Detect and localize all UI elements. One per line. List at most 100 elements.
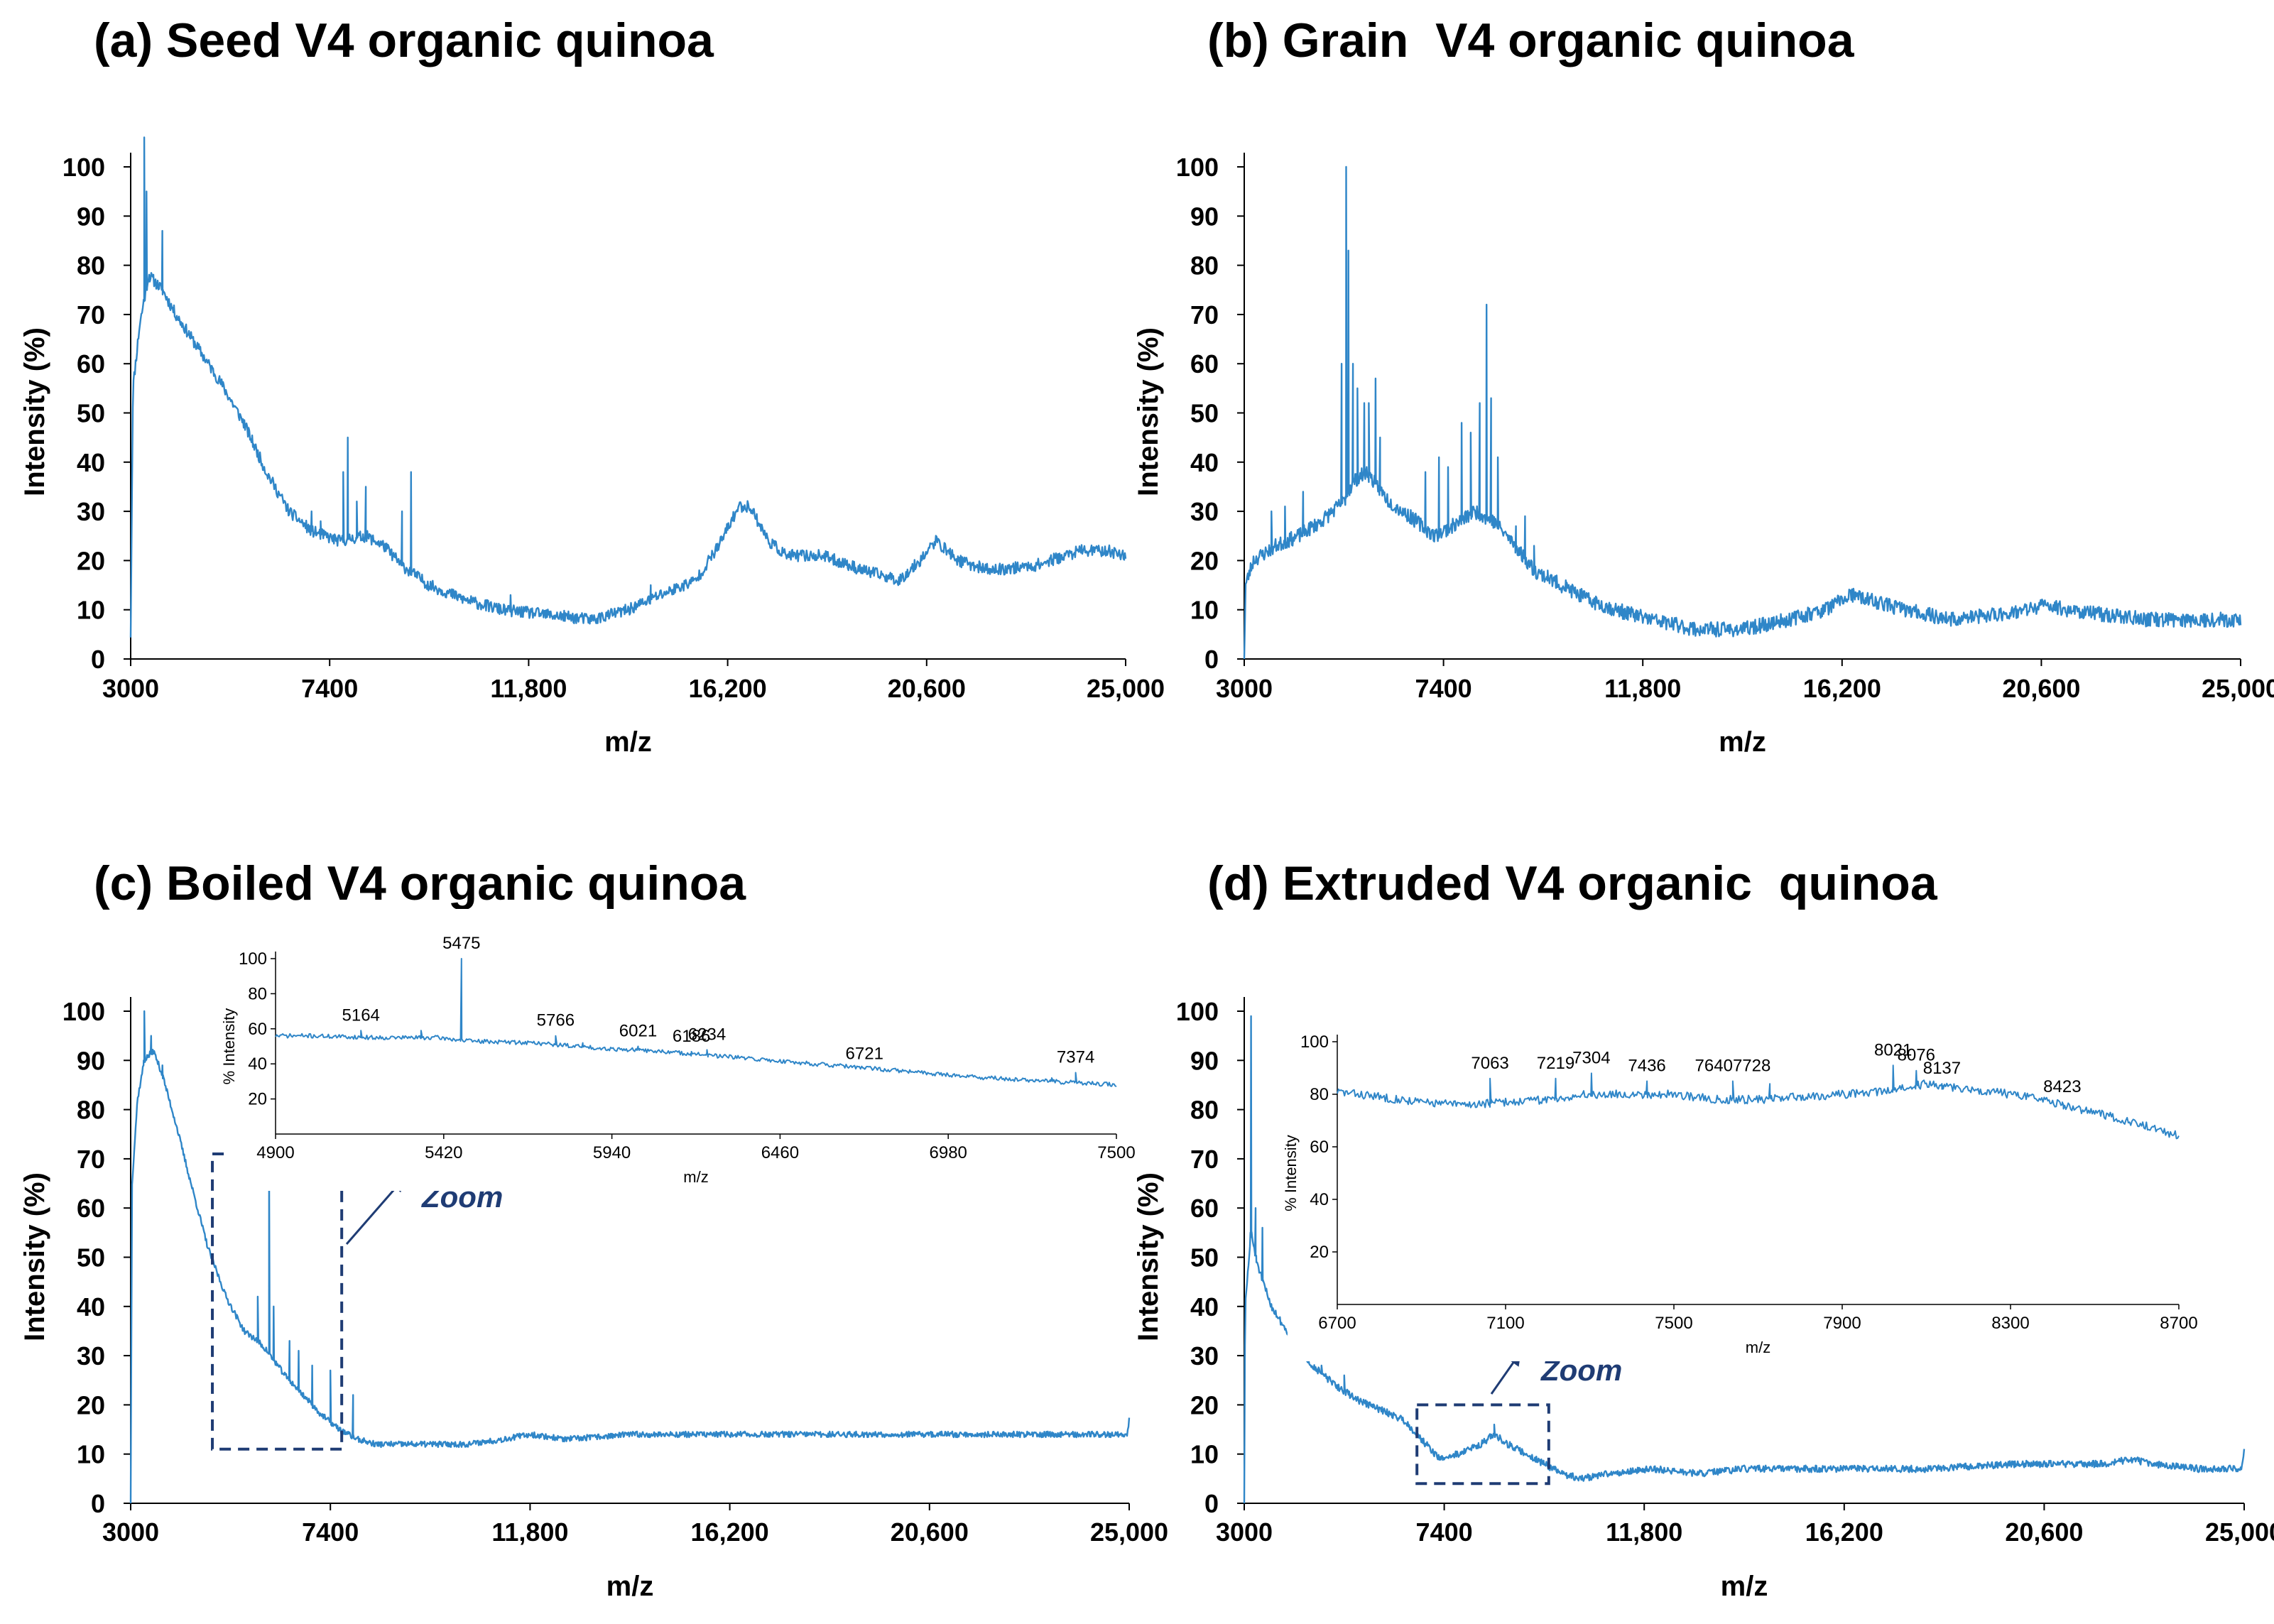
x-tick-label: 16,200 [1803, 674, 1881, 703]
inset-x-tick-label: 7500 [1097, 1143, 1135, 1162]
y-tick-label: 30 [1190, 497, 1219, 526]
x-tick-label: 3000 [1216, 1517, 1273, 1547]
panel-c-title: (c) Boiled V4 organic quinoa [94, 856, 746, 910]
inset-spectrum-line [275, 958, 1117, 1088]
inset-x-tick-label: 8700 [2160, 1314, 2197, 1333]
y-tick-label: 90 [77, 1046, 105, 1075]
y-tick-label: 0 [91, 645, 105, 674]
inset-chart: 6700 7100 7500 7900 8300 8700 20 40 60 80 100 m/z % … [1282, 992, 2198, 1361]
inset-y-tick-label: 40 [1310, 1190, 1329, 1209]
peak-label: 5475 [442, 934, 480, 953]
inset-y-tick-label: 100 [239, 949, 267, 969]
x-axis-label: m/z [1721, 1571, 1768, 1602]
y-tick-label: 20 [77, 546, 105, 575]
inset-x-tick-label: 7900 [1823, 1314, 1861, 1333]
peak-label: 8021 [1874, 1040, 1912, 1059]
spectrum-line [129, 1010, 1131, 1504]
y-tick-label: 80 [1190, 251, 1219, 280]
inset-x-axis-label: m/z [1746, 1339, 1770, 1356]
y-tick-label: 20 [77, 1390, 105, 1419]
x-tick-label: 3000 [102, 674, 159, 703]
y-tick-label: 70 [1190, 300, 1219, 329]
y-tick-label: 20 [1190, 546, 1219, 575]
x-tick-label: 7400 [1415, 674, 1472, 703]
inset-y-axis-label: % Intensity [1282, 1135, 1300, 1211]
y-tick-label: 60 [77, 1194, 105, 1223]
y-tick-label: 80 [77, 1096, 105, 1125]
y-tick-label: 10 [1190, 596, 1219, 625]
y-tick-label: 60 [1190, 1194, 1219, 1223]
y-tick-label: 50 [77, 399, 105, 428]
y-tick-label: 40 [77, 448, 105, 477]
y-tick-label: 0 [1204, 1489, 1219, 1518]
x-tick-label: 11,800 [490, 674, 567, 703]
x-tick-label: 3000 [102, 1517, 159, 1547]
peak-label: 8137 [1923, 1059, 1961, 1078]
inset-spectrum-line [1337, 1064, 2180, 1140]
x-tick-label: 7400 [302, 1517, 359, 1547]
y-tick-label: 50 [77, 1243, 105, 1273]
inset-x-tick-label: 7500 [1655, 1314, 1692, 1333]
spectrum-line [1243, 1015, 2246, 1504]
x-tick-label: 16,200 [689, 674, 767, 703]
inset-y-tick-label: 60 [1310, 1138, 1329, 1157]
y-tick-label: 40 [77, 1292, 105, 1321]
y-tick-label: 70 [77, 300, 105, 329]
peak-label: 6021 [619, 1022, 657, 1041]
y-tick-label: 0 [1204, 645, 1219, 674]
inset-y-tick-label: 100 [1300, 1032, 1329, 1052]
x-tick-label: 11,800 [1604, 674, 1681, 703]
y-tick-label: 40 [1190, 448, 1219, 477]
peak-label: 76407728 [1695, 1057, 1771, 1076]
y-tick-label: 100 [1176, 153, 1219, 182]
y-tick-label: 100 [62, 153, 105, 182]
peak-label: 7374 [1057, 1048, 1094, 1067]
y-tick-label: 90 [77, 202, 105, 231]
y-tick-label: 0 [91, 1489, 105, 1518]
inset-x-tick-label: 5420 [425, 1143, 462, 1162]
y-tick-label: 10 [77, 1440, 105, 1469]
y-axis-label: Intensity (%) [1133, 327, 1164, 496]
inset-y-tick-label: 80 [248, 984, 267, 1003]
y-tick-label: 50 [1190, 1243, 1219, 1273]
y-tick-label: 90 [1190, 202, 1219, 231]
x-tick-label: 25,000 [1087, 674, 1165, 703]
x-tick-label: 16,200 [691, 1517, 769, 1547]
x-tick-label: 3000 [1216, 674, 1273, 703]
y-tick-label: 100 [62, 997, 105, 1026]
x-tick-label: 25,000 [2205, 1517, 2274, 1547]
inset-x-tick-label: 6980 [930, 1143, 967, 1162]
panel-d-title: (d) Extruded V4 organic quinoa [1207, 856, 1937, 910]
x-tick-label: 20,600 [888, 674, 966, 703]
y-tick-label: 30 [77, 1341, 105, 1370]
peak-label: 7304 [1572, 1048, 1610, 1067]
x-axis-label: m/z [1719, 726, 1766, 758]
panel-a-title: (a) Seed V4 organic quinoa [94, 13, 714, 67]
y-tick-label: 30 [77, 497, 105, 526]
inset-y-tick-label: 20 [248, 1090, 267, 1109]
x-tick-label: 20,600 [2005, 1517, 2083, 1547]
x-tick-label: 7400 [1416, 1517, 1473, 1547]
peak-label: 8076 [1898, 1046, 1935, 1065]
x-tick-label: 25,000 [2202, 674, 2274, 703]
peak-label: 8423 [2043, 1077, 2081, 1096]
peak-label: 5766 [537, 1011, 575, 1030]
y-tick-label: 40 [1190, 1292, 1219, 1321]
y-tick-label: 80 [1190, 1096, 1219, 1125]
y-tick-label: 30 [1190, 1341, 1219, 1370]
x-tick-label: 20,600 [2002, 674, 2080, 703]
y-tick-label: 90 [1190, 1046, 1219, 1075]
x-axis-label: m/z [606, 1571, 654, 1602]
y-axis-label: Intensity (%) [19, 1172, 50, 1341]
y-tick-label: 70 [77, 1145, 105, 1174]
inset-y-tick-label: 40 [248, 1054, 267, 1074]
y-tick-label: 10 [1190, 1440, 1219, 1469]
x-tick-label: 11,800 [491, 1517, 568, 1547]
inset-y-tick-label: 60 [248, 1020, 267, 1039]
peak-label: 7063 [1471, 1054, 1508, 1073]
inset-x-tick-label: 5940 [593, 1143, 631, 1162]
inset-y-tick-label: 20 [1310, 1243, 1329, 1262]
